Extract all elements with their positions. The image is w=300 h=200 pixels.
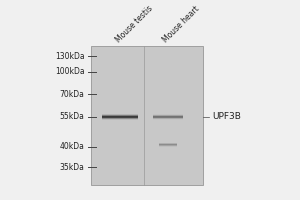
Bar — [102, 116, 138, 117]
Text: Mouse testis: Mouse testis — [114, 4, 154, 44]
Bar — [102, 117, 138, 118]
Text: 35kDa: 35kDa — [60, 163, 85, 172]
Bar — [102, 118, 138, 119]
Text: 70kDa: 70kDa — [60, 90, 85, 99]
Text: 100kDa: 100kDa — [55, 67, 85, 76]
Text: 55kDa: 55kDa — [60, 112, 85, 121]
Bar — [102, 119, 138, 120]
Text: UPF3B: UPF3B — [212, 112, 241, 121]
FancyBboxPatch shape — [91, 46, 203, 185]
Bar — [102, 115, 138, 116]
Bar — [102, 114, 138, 115]
Text: 40kDa: 40kDa — [60, 142, 85, 151]
Text: 130kDa: 130kDa — [55, 52, 85, 61]
Text: Mouse heart: Mouse heart — [161, 4, 202, 44]
